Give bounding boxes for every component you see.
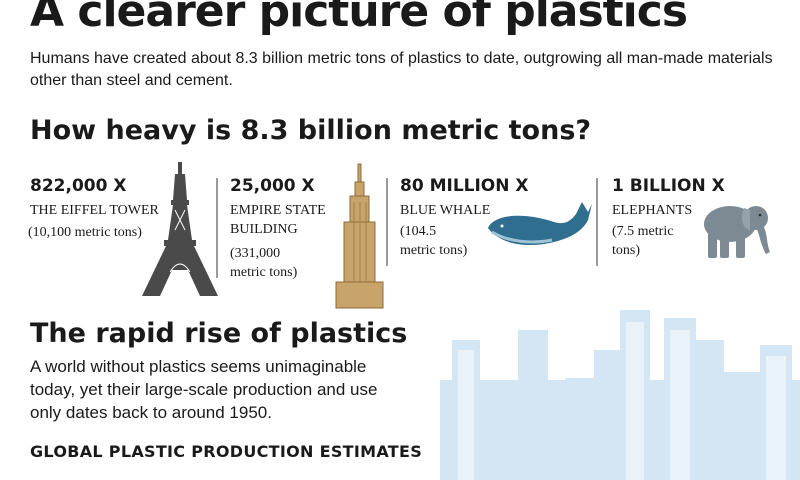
divider [386, 178, 388, 266]
elephant-icon [704, 206, 770, 258]
eiffel-tower-label: THE EIFFEL TOWER [30, 203, 159, 218]
page-title: A clearer picture of plastics [30, 0, 688, 37]
blue-whale-weight-line2: metric tons) [400, 243, 468, 258]
intro-text: Humans have created about 8.3 billion me… [30, 50, 773, 89]
divider [216, 178, 218, 278]
divider [596, 178, 598, 266]
blue-whale-icon [488, 202, 592, 246]
empire-state-weight-line2: metric tons) [230, 265, 298, 280]
blue-whale-count: 80 MILLION X [400, 176, 529, 196]
rapid-rise-heading: The rapid rise of plastics [30, 318, 408, 349]
blue-whale-label: BLUE WHALE [400, 203, 491, 218]
elephant-label: ELEPHANTS [612, 203, 693, 218]
elephant-weight-line2: tons) [612, 243, 640, 258]
empire-state-label-line1: EMPIRE STATE [230, 203, 326, 218]
weight-comparison-heading: How heavy is 8.3 billion metric tons? [30, 115, 592, 146]
blue-whale-weight-line1: (104.5 [400, 224, 437, 239]
elephant-weight-line1: (7.5 metric [612, 224, 674, 239]
eiffel-tower-count: 822,000 X [30, 176, 127, 196]
empire-state-count: 25,000 X [230, 176, 315, 196]
elephant-count: 1 BILLION X [612, 176, 725, 196]
eiffel-tower-weight: (10,100 metric tons) [28, 225, 142, 240]
production-estimates-heading: GLOBAL PLASTIC PRODUCTION ESTIMATES [30, 442, 423, 461]
empire-state-label-line2: BUILDING [230, 222, 298, 237]
rapid-rise-text: A world without plastics seems unimagina… [30, 357, 378, 422]
empire-state-building-icon [335, 163, 384, 309]
empire-state-weight-line1: (331,000 [230, 246, 281, 261]
eiffel-tower-icon [142, 162, 218, 296]
